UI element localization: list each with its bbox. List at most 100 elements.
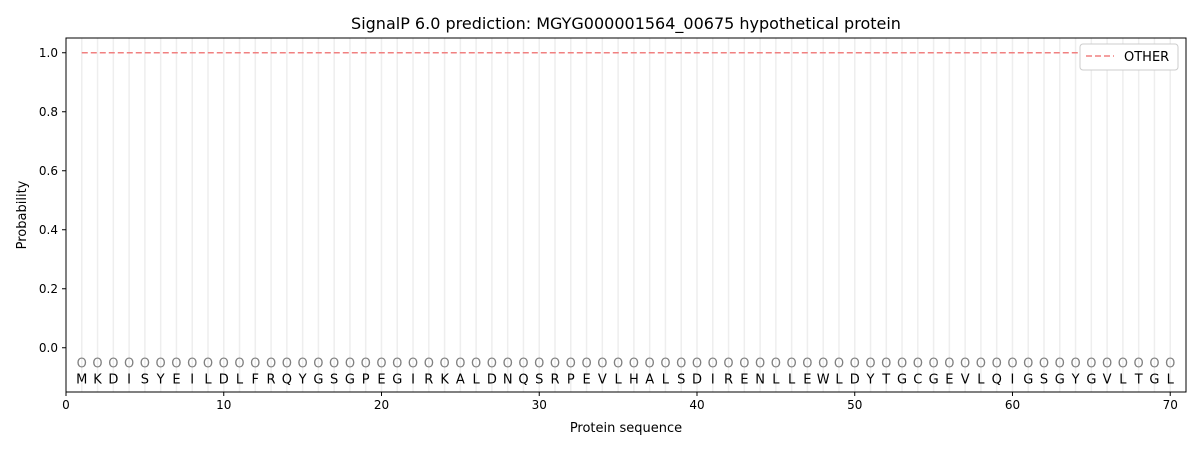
legend: OTHER xyxy=(1079,43,1179,71)
predicted-label: O xyxy=(755,357,765,372)
predicted-label: O xyxy=(392,357,402,372)
predicted-label: O xyxy=(850,357,860,372)
predicted-label: O xyxy=(550,357,560,372)
predicted-label: O xyxy=(992,357,1002,372)
predicted-label: O xyxy=(802,357,812,372)
plot-frame xyxy=(65,37,1187,393)
predicted-label: O xyxy=(581,357,591,372)
residue-letter: G xyxy=(1055,372,1065,387)
predicted-label: O xyxy=(439,357,449,372)
predicted-label: O xyxy=(424,357,434,372)
predicted-label: O xyxy=(203,357,213,372)
residue-letter: G xyxy=(1023,372,1033,387)
residue-letter: D xyxy=(692,372,702,387)
residue-letter: G xyxy=(1149,372,1159,387)
predicted-label: O xyxy=(613,357,623,372)
residue-letter: E xyxy=(377,372,385,387)
predicted-label: O xyxy=(818,357,828,372)
residue-letter: G xyxy=(345,372,355,387)
residue-letter: V xyxy=(961,372,970,387)
predicted-label: O xyxy=(692,357,702,372)
residue-letter: V xyxy=(1103,372,1112,387)
residue-letter: S xyxy=(677,372,685,387)
residue-letter: V xyxy=(598,372,607,387)
predicted-label: O xyxy=(597,357,607,372)
predicted-label: O xyxy=(329,357,339,372)
residue-letter: S xyxy=(1040,372,1048,387)
predicted-label: O xyxy=(1118,357,1128,372)
residue-letter: E xyxy=(582,372,590,387)
residue-letter: D xyxy=(850,372,860,387)
y-tick-label: 0.6 xyxy=(39,164,58,178)
y-tick-label: 1.0 xyxy=(39,46,58,60)
residue-letter: G xyxy=(313,372,323,387)
predicted-label: O xyxy=(313,357,323,372)
residue-letter: Q xyxy=(282,372,292,387)
x-tick-label: 60 xyxy=(1005,398,1020,412)
predicted-label: O xyxy=(518,357,528,372)
residue-letter: N xyxy=(755,372,765,387)
residue-letter: Q xyxy=(992,372,1002,387)
residue-letter: S xyxy=(330,372,338,387)
predicted-label: O xyxy=(171,357,181,372)
predicted-label: O xyxy=(629,357,639,372)
residue-letter: Y xyxy=(1071,372,1080,387)
predicted-label: O xyxy=(1086,357,1096,372)
predicted-label: O xyxy=(140,357,150,372)
predicted-label: O xyxy=(1149,357,1159,372)
predicted-label: O xyxy=(1102,357,1112,372)
predicted-label: O xyxy=(928,357,938,372)
residue-letter: A xyxy=(645,372,654,387)
predicted-label: O xyxy=(108,357,118,372)
residue-letter: G xyxy=(897,372,907,387)
y-tick-label: 0.2 xyxy=(39,282,58,296)
residue-letter: H xyxy=(629,372,639,387)
predicted-label: O xyxy=(913,357,923,372)
residue-letter: G xyxy=(929,372,939,387)
predicted-label: O xyxy=(1023,357,1033,372)
residue-letter: N xyxy=(503,372,513,387)
residue-letter: E xyxy=(172,372,180,387)
residue-letter: K xyxy=(93,372,102,387)
predicted-label: O xyxy=(787,357,797,372)
x-tick-label: 70 xyxy=(1163,398,1178,412)
residue-letter: E xyxy=(803,372,811,387)
predicted-label: O xyxy=(834,357,844,372)
residue-letter: S xyxy=(535,372,543,387)
predicted-label: O xyxy=(566,357,576,372)
predicted-label: O xyxy=(298,357,308,372)
predicted-label: O xyxy=(897,357,907,372)
residue-letter: L xyxy=(236,372,244,387)
residue-letter: E xyxy=(740,372,748,387)
residue-letter: L xyxy=(1119,372,1127,387)
residue-letter: L xyxy=(614,372,622,387)
predicted-label: O xyxy=(219,357,229,372)
predicted-label: O xyxy=(723,357,733,372)
residue-letter: F xyxy=(252,372,259,387)
residue-letter: A xyxy=(456,372,465,387)
predicted-label: O xyxy=(960,357,970,372)
residue-letter: D xyxy=(219,372,229,387)
x-tick-label: 10 xyxy=(216,398,231,412)
residue-letter: I xyxy=(711,372,715,387)
residue-letter: P xyxy=(567,372,575,387)
residue-letter: L xyxy=(772,372,780,387)
residue-letter: K xyxy=(440,372,449,387)
residue-letter: L xyxy=(662,372,670,387)
x-axis-label: Protein sequence xyxy=(570,421,682,436)
residue-letter: D xyxy=(487,372,497,387)
y-tick-label: 0.4 xyxy=(39,223,58,237)
predicted-label: O xyxy=(361,357,371,372)
residue-letter: L xyxy=(977,372,985,387)
x-tick-label: 30 xyxy=(532,398,547,412)
x-tick-label: 0 xyxy=(62,398,70,412)
predicted-label: O xyxy=(156,357,166,372)
residue-letter: Y xyxy=(866,372,875,387)
residue-letter: E xyxy=(945,372,953,387)
predicted-label: O xyxy=(471,357,481,372)
residue-letter: T xyxy=(1134,372,1143,387)
residue-letter: L xyxy=(473,372,481,387)
predicted-label: O xyxy=(408,357,418,372)
predicted-label: O xyxy=(282,357,292,372)
